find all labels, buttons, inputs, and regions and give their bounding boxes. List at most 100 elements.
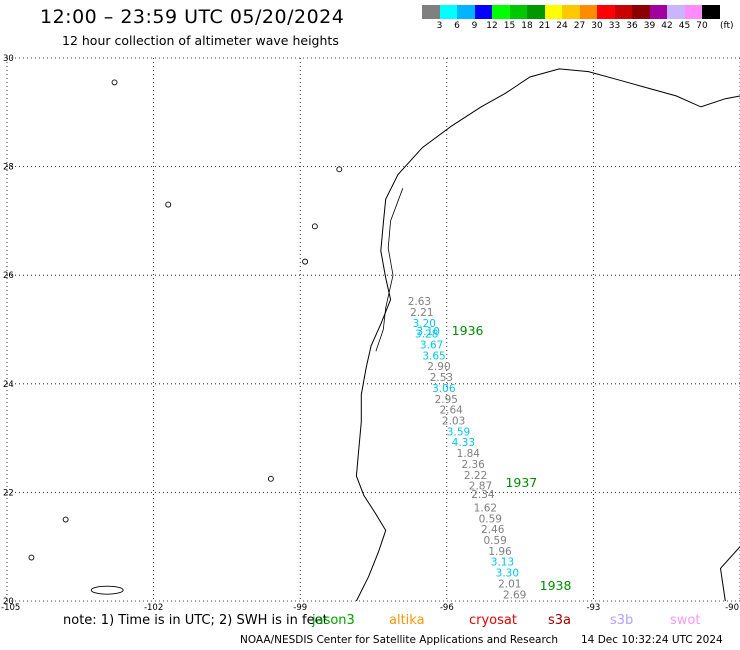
longitude-label: -90 bbox=[725, 603, 739, 613]
legend-label: 12 bbox=[486, 21, 498, 31]
track-label: 1936 bbox=[452, 323, 484, 338]
legend-swatch bbox=[667, 5, 685, 19]
legend-swatch bbox=[702, 5, 720, 19]
longitude-label: -99 bbox=[293, 603, 307, 613]
legend-label: 30 bbox=[591, 21, 603, 31]
legend-label: 27 bbox=[573, 21, 586, 31]
wave-height-value: 3.65 bbox=[422, 350, 445, 362]
lake-outline bbox=[90, 585, 124, 595]
legend-swatch bbox=[562, 5, 580, 19]
legend-label: 15 bbox=[503, 21, 516, 31]
satellite-cryosat: cryosat bbox=[469, 613, 517, 628]
track-label: 1937 bbox=[505, 475, 537, 490]
satellite-altika: altika bbox=[389, 613, 425, 628]
wave-height-value: 3.06 bbox=[432, 383, 456, 395]
wave-height-value: 2.01 bbox=[498, 578, 521, 590]
wave-height-value: 3.67 bbox=[420, 340, 443, 352]
wave-height-value: 2.22 bbox=[464, 470, 487, 482]
chart-title: 12:00 – 23:59 UTC 05/20/2024 bbox=[40, 6, 345, 28]
credit-text: NOAA/NESDIS Center for Satellite Applica… bbox=[240, 634, 558, 646]
wave-height-value: 3.13 bbox=[491, 557, 514, 569]
longitude-label: -102 bbox=[144, 603, 163, 613]
wave-height-value: 2.03 bbox=[442, 416, 465, 428]
legend-swatch bbox=[597, 5, 615, 19]
wave-height-value: 1.84 bbox=[457, 448, 481, 460]
wave-height-value: 1.96 bbox=[488, 546, 512, 558]
wave-height-value: 3.59 bbox=[447, 426, 470, 438]
wave-height-value: 2.21 bbox=[410, 307, 433, 319]
barrier-island-path bbox=[375, 188, 404, 352]
legend-swatch bbox=[474, 5, 492, 19]
legend-label: 45 bbox=[678, 21, 691, 31]
lake-outline bbox=[111, 79, 118, 86]
wave-height-value: 3.28 bbox=[415, 329, 438, 341]
legend-unit: (ft) bbox=[720, 21, 734, 31]
wave-measurements: 2.632.213.203.103.283.673.652.902.533.06… bbox=[408, 296, 527, 601]
lake-outline bbox=[28, 554, 35, 561]
legend-label: 9 bbox=[471, 21, 478, 31]
track-label: 1938 bbox=[540, 578, 572, 593]
legend-label: 3 bbox=[436, 21, 443, 31]
legend-swatch bbox=[614, 5, 632, 19]
legend-swatch bbox=[439, 5, 457, 19]
legend-swatch bbox=[649, 5, 667, 19]
wave-height-value: 2.46 bbox=[481, 524, 505, 536]
legend-label: 70 bbox=[696, 21, 708, 31]
wave-height-value: 2.95 bbox=[435, 394, 458, 406]
legend-label: 42 bbox=[661, 21, 673, 31]
satellite-jason3: jason3 bbox=[312, 613, 355, 628]
lake-outline bbox=[302, 258, 309, 265]
longitude-label: -93 bbox=[586, 603, 600, 613]
lake-outline bbox=[311, 223, 318, 230]
legend-label: 21 bbox=[538, 21, 551, 31]
wave-height-value: 2.64 bbox=[439, 405, 463, 417]
wave-height-value: 2.63 bbox=[408, 296, 431, 308]
latitude-label: 28 bbox=[3, 163, 14, 173]
latitude-label: 26 bbox=[3, 271, 14, 281]
legend-swatch bbox=[684, 5, 702, 19]
legend-label: 33 bbox=[608, 21, 621, 31]
wave-height-value: 4.33 bbox=[452, 437, 475, 449]
longitude-label: -105 bbox=[1, 603, 20, 613]
legend-swatch bbox=[579, 5, 597, 19]
legend-swatch bbox=[422, 5, 440, 19]
wave-height-value: 2.53 bbox=[430, 372, 453, 384]
satellite-swot: swot bbox=[670, 613, 701, 628]
wave-height-value: 2.87 bbox=[469, 481, 492, 493]
legend-label: 6 bbox=[454, 21, 460, 31]
wave-height-value: 2.34 bbox=[471, 489, 495, 501]
wave-height-value: 3.10 bbox=[417, 326, 440, 338]
coastline bbox=[28, 68, 740, 602]
lake-outline bbox=[336, 166, 343, 173]
lake-outline bbox=[267, 475, 274, 482]
satellite-s3b: s3b bbox=[610, 613, 634, 628]
wave-height-value: 3.20 bbox=[413, 318, 436, 330]
longitude-label: -96 bbox=[440, 603, 454, 613]
footnote: note: 1) Time is in UTC; 2) SWH is in fe… bbox=[63, 613, 328, 628]
map-grid bbox=[6, 57, 740, 602]
legend-label: 39 bbox=[643, 21, 656, 31]
legend-swatch bbox=[544, 5, 562, 19]
color-legend-labels: 3 6 9 12 15 18 21 24 27 30 33 36 39 42 45 70 (ft) bbox=[422, 21, 740, 33]
lake-outline bbox=[62, 516, 69, 523]
latitude-label: 24 bbox=[3, 380, 14, 390]
legend-swatch bbox=[457, 5, 475, 19]
wave-height-value: 3.30 bbox=[496, 568, 519, 580]
legend-label: 24 bbox=[556, 21, 568, 31]
chart-subtitle: 12 hour collection of altimeter wave hei… bbox=[62, 33, 339, 48]
wave-height-value: 1.62 bbox=[474, 502, 497, 514]
color-legend bbox=[422, 5, 720, 19]
legend-swatch bbox=[527, 5, 545, 19]
latitude-label: 22 bbox=[3, 488, 14, 498]
track-labels: 1936 1937 1938 bbox=[452, 323, 572, 593]
axis-labels: 30 28 26 24 22 20-105 -102 -99 -96 -93 -90 bbox=[1, 54, 739, 613]
yucatan-coast-path bbox=[719, 546, 740, 602]
wave-height-value: 2.90 bbox=[427, 361, 450, 373]
satellite-s3a: s3a bbox=[548, 613, 572, 628]
legend-swatch bbox=[632, 5, 650, 19]
legend-label: 18 bbox=[521, 21, 533, 31]
timestamp: 14 Dec 10:32:24 UTC 2024 bbox=[581, 634, 723, 646]
latitude-label: 20 bbox=[3, 597, 14, 607]
legend-swatch bbox=[492, 5, 510, 19]
